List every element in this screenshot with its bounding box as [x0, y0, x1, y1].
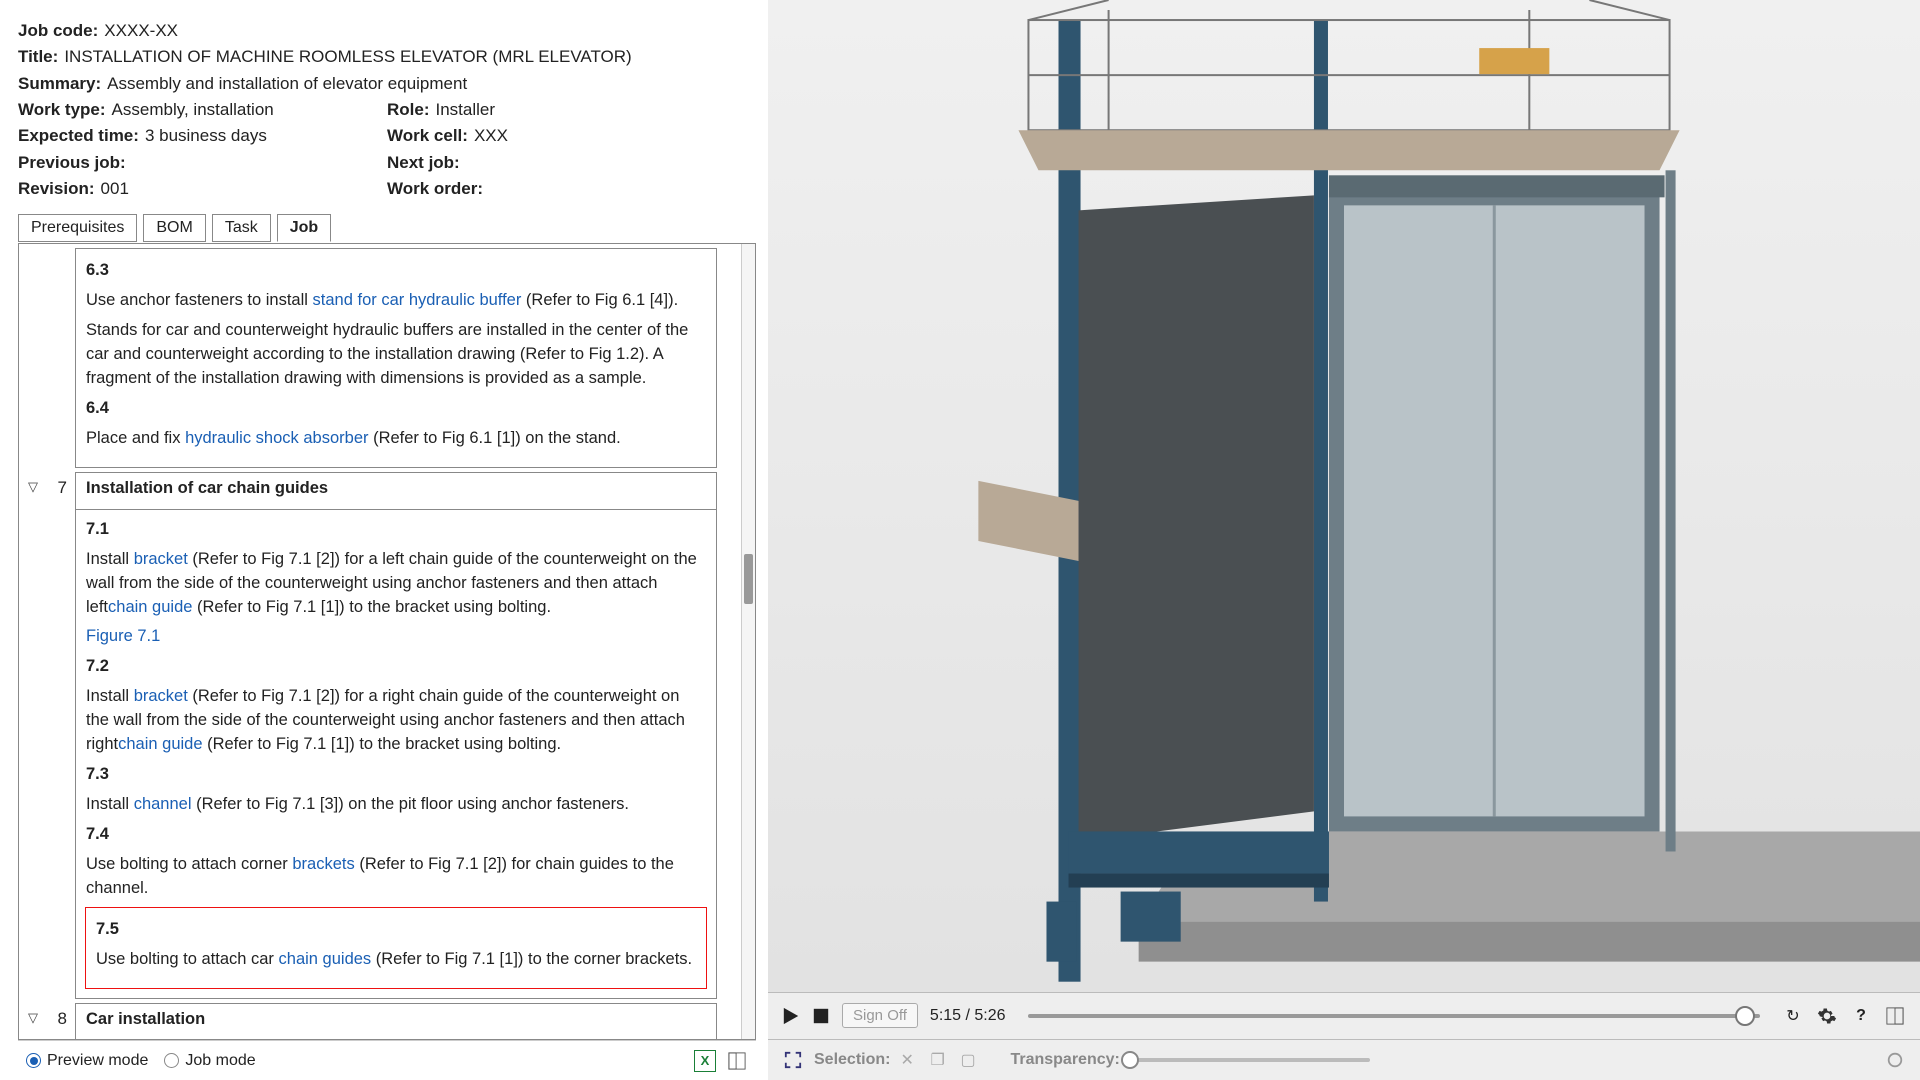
job-info-panel: Job code: XXXX-XX Title: INSTALLATION OF M…	[0, 0, 768, 1080]
next-job-label: Next job:	[387, 153, 460, 172]
summary-value: Assembly and installation of elevator eq…	[107, 74, 467, 93]
step-8-title: Car installation	[76, 1004, 716, 1039]
selection-label: Selection:	[814, 1051, 890, 1069]
summary-label: Summary:	[18, 74, 101, 93]
link-figure-7-1[interactable]: Figure 7.1	[86, 625, 706, 649]
settings-icon[interactable]	[1816, 1005, 1838, 1027]
link-chain-guides-75[interactable]: chain guides	[279, 950, 372, 968]
step-8-index: 8	[45, 1003, 75, 1039]
sign-off-button[interactable]: Sign Off	[842, 1003, 918, 1028]
tab-job[interactable]: Job	[277, 214, 331, 242]
stop-button[interactable]	[812, 1007, 830, 1025]
transparency-slider[interactable]	[1130, 1058, 1370, 1062]
job-code-value: XXXX-XX	[104, 21, 178, 40]
link-chain-guide-72[interactable]: chain guide	[118, 735, 202, 753]
layout-icon[interactable]	[726, 1050, 748, 1072]
revision-value: 001	[101, 179, 129, 198]
job-tabs: Prerequisites BOM Task Job	[18, 214, 756, 242]
step-7-5-text: Use bolting to attach car chain guides (…	[96, 948, 696, 972]
tab-prerequisites[interactable]: Prerequisites	[18, 214, 137, 242]
transparency-label: Transparency:	[1010, 1051, 1119, 1069]
step-7-2-text: Install bracket (Refer to Fig 7.1 [2]) f…	[86, 685, 706, 757]
step-7-3-num: 7.3	[86, 763, 706, 787]
link-stand-buffer[interactable]: stand for car hydraulic buffer	[313, 291, 522, 309]
expected-value: 3 business days	[145, 126, 267, 145]
step-6-4-text: Place and fix hydraulic shock absorber (…	[86, 427, 706, 451]
work-type-value: Assembly, installation	[112, 100, 274, 119]
link-channel-73[interactable]: channel	[134, 795, 192, 813]
preview-mode-label: Preview mode	[47, 1052, 148, 1070]
document-scroll[interactable]: 6.3 Use anchor fasteners to install stan…	[19, 244, 741, 1039]
step-7-2-num: 7.2	[86, 655, 706, 679]
step-6-3-num: 6.3	[86, 259, 706, 283]
step-7-1-text: Install bracket (Refer to Fig 7.1 [2]) f…	[86, 548, 706, 620]
copy-icon[interactable]: ❐	[930, 1050, 950, 1070]
link-bracket-71[interactable]: bracket	[134, 550, 188, 568]
step-7-index: 7	[45, 472, 75, 999]
loop-icon[interactable]: ↻	[1782, 1005, 1804, 1027]
reset-view-icon[interactable]	[1884, 1049, 1906, 1071]
work-order-label: Work order:	[387, 179, 483, 198]
link-bracket-72[interactable]: bracket	[134, 687, 188, 705]
collapse-toggle-7[interactable]: ▽	[28, 479, 38, 494]
prev-job-label: Previous job:	[18, 153, 126, 172]
link-shock-absorber[interactable]: hydraulic shock absorber	[185, 429, 368, 447]
title-value: INSTALLATION OF MACHINE ROOMLESS ELEVATO…	[64, 47, 631, 66]
3d-viewport[interactable]	[768, 0, 1920, 992]
step-7-title: Installation of car chain guides	[76, 473, 716, 510]
radio-job-mode[interactable]	[164, 1053, 179, 1068]
expand-icon[interactable]	[1884, 1005, 1906, 1027]
document-area: 6.3 Use anchor fasteners to install stan…	[18, 243, 756, 1040]
step-7-4-num: 7.4	[86, 823, 706, 847]
elevator-render	[768, 0, 1920, 992]
step-7-1-num: 7.1	[86, 518, 706, 542]
fit-view-icon[interactable]	[782, 1049, 804, 1071]
role-label: Role:	[387, 100, 430, 119]
revision-label: Revision:	[18, 179, 95, 198]
deselect-icon[interactable]: ✕	[900, 1050, 920, 1070]
work-cell-label: Work cell:	[387, 126, 468, 145]
step-6-3-note: Stands for car and counterweight hydraul…	[86, 319, 706, 391]
radio-preview-mode[interactable]	[26, 1053, 41, 1068]
box-icon[interactable]: ▢	[960, 1050, 980, 1070]
selection-bar: Selection: ✕ ❐ ▢ Transparency:	[768, 1039, 1920, 1080]
step-7-5-num: 7.5	[96, 918, 696, 942]
step-7-3-text: Install channel (Refer to Fig 7.1 [3]) o…	[86, 793, 706, 817]
role-value: Installer	[436, 100, 496, 119]
time-display: 5:15 / 5:26	[930, 1007, 1006, 1025]
excel-export-icon[interactable]: X	[694, 1050, 716, 1072]
link-brackets-74[interactable]: brackets	[292, 855, 354, 873]
link-chain-guide-71[interactable]: chain guide	[108, 598, 192, 616]
step-6-4-num: 6.4	[86, 397, 706, 421]
doc-scrollbar[interactable]	[741, 244, 755, 1039]
collapse-toggle-8[interactable]: ▽	[28, 1010, 38, 1025]
job-meta: Job code: XXXX-XX Title: INSTALLATION OF M…	[18, 18, 756, 202]
tab-task[interactable]: Task	[212, 214, 271, 242]
work-cell-value: XXX	[474, 126, 508, 145]
time-slider[interactable]	[1028, 1014, 1760, 1018]
work-type-label: Work type:	[18, 100, 106, 119]
play-button[interactable]	[782, 1007, 800, 1025]
title-label: Title:	[18, 47, 58, 66]
help-icon[interactable]: ?	[1850, 1005, 1872, 1027]
viewer-panel: Sign Off 5:15 / 5:26 ↻ ? Selection: ✕ ❐ …	[768, 0, 1920, 1080]
mode-bar: Preview mode Job mode X	[18, 1040, 756, 1080]
step-7-4-text: Use bolting to attach corner brackets (R…	[86, 853, 706, 901]
job-code-label: Job code:	[18, 21, 98, 40]
playback-bar: Sign Off 5:15 / 5:26 ↻ ?	[768, 992, 1920, 1039]
tab-bom[interactable]: BOM	[143, 214, 205, 242]
expected-label: Expected time:	[18, 126, 139, 145]
job-mode-label: Job mode	[185, 1052, 255, 1070]
step-6-3-text: Use anchor fasteners to install stand fo…	[86, 289, 706, 313]
